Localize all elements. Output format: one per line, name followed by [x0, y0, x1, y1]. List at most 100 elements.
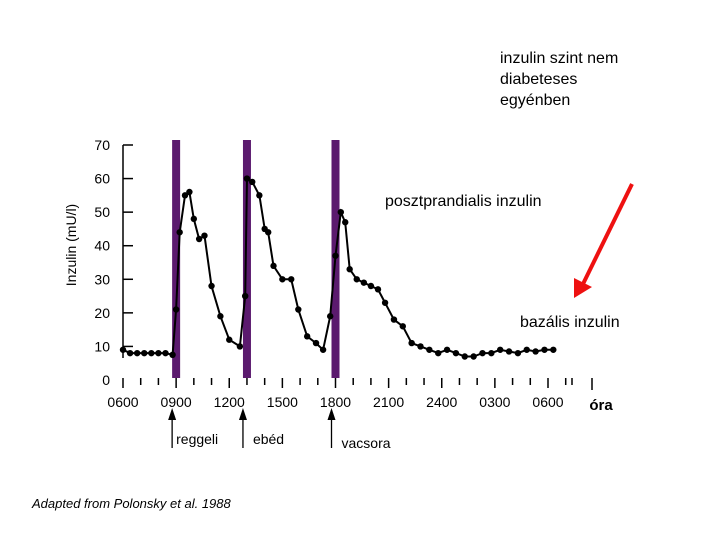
- data-point-28: [295, 306, 302, 313]
- data-point-60: [550, 346, 557, 353]
- data-point-43: [399, 323, 406, 330]
- data-point-2: [133, 349, 141, 357]
- data-point-5: [155, 349, 162, 357]
- y-axis-label: Inzulin (mU/l): [63, 204, 79, 286]
- data-point-20: [243, 175, 251, 182]
- y-tick-label-0: 0: [102, 372, 110, 388]
- data-point-12: [190, 215, 198, 223]
- data-point-6: [162, 349, 169, 357]
- source-citation: Adapted from Polonsky et al. 1988: [32, 496, 231, 511]
- x-tick-label-0600: 0600: [532, 394, 563, 410]
- basal-label: bazális inzulin: [520, 314, 620, 331]
- data-point-8: [172, 306, 180, 313]
- data-point-56: [514, 349, 522, 357]
- meal-label-0: reggeli: [176, 431, 218, 447]
- meal-arrow-head-2: [327, 408, 336, 420]
- data-point-32: [326, 313, 334, 320]
- data-point-10: [181, 192, 189, 199]
- data-point-19: [241, 292, 249, 300]
- x-tick-label-0600: 0600: [107, 394, 138, 410]
- data-point-49: [452, 349, 460, 357]
- data-point-4: [148, 349, 155, 357]
- data-point-57: [523, 346, 530, 353]
- data-point-47: [435, 349, 442, 357]
- meal-label-1: ebéd: [253, 431, 284, 447]
- data-point-50: [461, 353, 468, 360]
- data-point-1: [126, 349, 134, 357]
- y-tick-label-50: 50: [94, 204, 110, 220]
- series: [119, 175, 557, 360]
- data-point-44: [408, 339, 415, 347]
- y-tick-label-70: 70: [94, 137, 110, 153]
- meal-bar-0: [172, 140, 181, 378]
- data-point-13: [195, 235, 203, 243]
- x-tick-label-2100: 2100: [373, 394, 404, 410]
- axes: 0 10 20 30 40 50 60 70 Inzulin (mU/l) 0600 0900 120…: [63, 137, 613, 414]
- x-tick-label-0900: 0900: [161, 394, 192, 410]
- data-point-14: [201, 232, 208, 239]
- meal-label-2: vacsora: [342, 435, 391, 451]
- y-tick-label-40: 40: [94, 238, 110, 254]
- data-point-3: [141, 349, 148, 357]
- chart-title-line-1: inzulin szint nem: [500, 50, 619, 67]
- data-point-35: [342, 219, 349, 226]
- y-tick-label-20: 20: [94, 305, 110, 321]
- data-point-39: [367, 282, 375, 290]
- data-point-46: [426, 346, 433, 353]
- meal-arrow-head-0: [168, 408, 177, 420]
- data-point-51: [470, 353, 477, 360]
- data-point-22: [256, 192, 263, 199]
- data-point-25: [270, 262, 277, 270]
- data-point-45: [417, 343, 424, 350]
- data-point-41: [381, 299, 389, 306]
- data-point-42: [390, 316, 398, 323]
- data-point-15: [208, 282, 215, 290]
- x-tick-label-1500: 1500: [267, 394, 298, 410]
- data-point-24: [265, 229, 272, 236]
- data-point-21: [249, 178, 256, 186]
- data-point-54: [496, 346, 504, 353]
- chart-title-line-3: egyénben: [500, 92, 571, 109]
- data-point-40: [374, 286, 382, 293]
- data-point-29: [303, 333, 311, 340]
- red-arrow-line: [581, 183, 634, 285]
- x-tick-label-0300: 0300: [479, 394, 510, 410]
- data-point-58: [532, 348, 539, 355]
- x-tick-label-1200: 1200: [214, 394, 245, 410]
- data-point-34: [337, 208, 345, 216]
- data-point-53: [488, 349, 495, 357]
- meal-arrow-head-1: [238, 408, 247, 420]
- x-tick-label-2400: 2400: [426, 394, 457, 410]
- data-point-16: [217, 313, 224, 320]
- data-point-59: [541, 346, 548, 353]
- meal-bar-1: [242, 140, 251, 378]
- chart-title: inzulin szint nem diabeteses egyénben: [500, 48, 618, 111]
- data-point-17: [226, 336, 233, 343]
- data-point-18: [236, 343, 244, 350]
- data-point-9: [176, 229, 183, 236]
- data-point-11: [186, 188, 193, 196]
- postprandial-label: posztprandialis inzulin: [385, 193, 542, 210]
- data-point-37: [353, 276, 360, 283]
- data-point-48: [443, 346, 451, 353]
- chart-title-line-2: diabeteses: [500, 71, 578, 88]
- x-axis-label: óra: [589, 397, 613, 414]
- data-point-38: [360, 279, 368, 286]
- data-point-30: [312, 339, 320, 347]
- y-tick-label-60: 60: [94, 171, 110, 187]
- data-point-26: [279, 276, 286, 283]
- data-point-33: [332, 252, 339, 259]
- data-point-7: [169, 351, 176, 359]
- data-point-55: [505, 348, 513, 355]
- data-point-27: [288, 276, 295, 283]
- red-arrow-head: [574, 278, 592, 298]
- data-point-36: [346, 266, 353, 273]
- annotations: reggeli ebéd vacsora posztprandialis inzuli…: [168, 183, 634, 451]
- data-point-31: [319, 346, 327, 353]
- y-tick-label-10: 10: [94, 338, 110, 354]
- data-point-52: [479, 349, 486, 357]
- data-point-0: [119, 346, 127, 353]
- x-tick-label-1800: 1800: [320, 394, 351, 410]
- y-tick-label-30: 30: [94, 271, 110, 287]
